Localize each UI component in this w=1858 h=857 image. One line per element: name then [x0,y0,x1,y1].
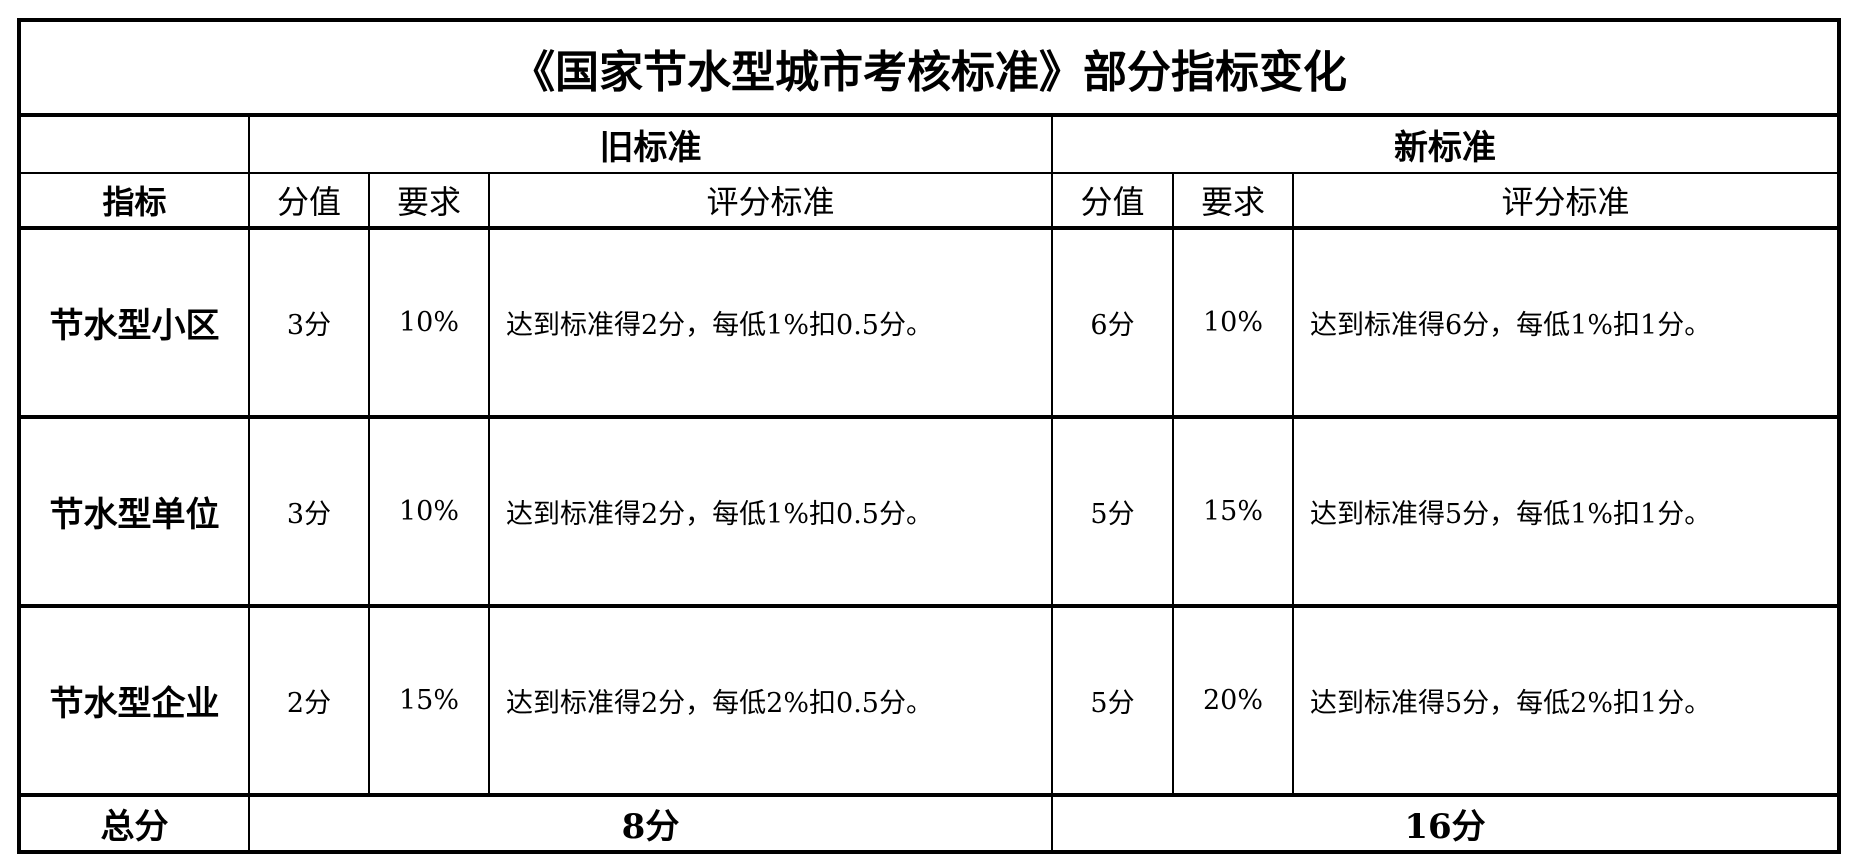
old-criteria: 达到标准得2分，每低1%扣0.5分。 [488,227,1053,419]
old-requirement-header: 要求 [368,172,490,230]
indicator-name: 节水型小区 [18,227,250,419]
old-total: 8分 [248,794,1053,853]
indicator-header: 指标 [18,172,250,230]
new-criteria: 达到标准得6分，每低1%扣1分。 [1292,227,1840,419]
old-requirement: 10% [368,227,490,419]
new-requirement: 10% [1172,227,1294,419]
table-row: 节水型小区 3分 10% 达到标准得2分，每低1%扣0.5分。 6分 10% 达… [18,227,1840,419]
new-criteria: 达到标准得5分，每低1%扣1分。 [1292,416,1840,608]
indicator-name: 节水型单位 [18,416,250,608]
empty-corner-cell [18,114,250,174]
new-criteria-header: 评分标准 [1292,172,1840,230]
table-title: 《国家节水型城市考核标准》部分指标变化 [18,19,1840,117]
old-requirement: 15% [368,605,490,797]
table-row: 节水型企业 2分 15% 达到标准得2分，每低2%扣0.5分。 5分 20% 达… [18,605,1840,797]
old-criteria-header: 评分标准 [488,172,1053,230]
old-criteria: 达到标准得2分，每低1%扣0.5分。 [488,416,1053,608]
indicator-comparison-table: 《国家节水型城市考核标准》部分指标变化 旧标准 新标准 指标 分值 要求 评分标… [17,18,1841,854]
new-requirement: 20% [1172,605,1294,797]
new-score: 5分 [1051,416,1174,608]
new-score-header: 分值 [1051,172,1174,230]
table-row: 节水型单位 3分 10% 达到标准得2分，每低1%扣0.5分。 5分 15% 达… [18,416,1840,608]
old-requirement: 10% [368,416,490,608]
indicator-name: 节水型企业 [18,605,250,797]
new-requirement: 15% [1172,416,1294,608]
new-criteria: 达到标准得5分，每低2%扣1分。 [1292,605,1840,797]
new-score: 6分 [1051,227,1174,419]
new-standard-header: 新标准 [1051,114,1840,174]
old-score: 2分 [248,605,370,797]
total-row: 总分 8分 16分 [18,794,1840,853]
new-requirement-header: 要求 [1172,172,1294,230]
new-total: 16分 [1051,794,1840,853]
old-score-header: 分值 [248,172,370,230]
old-score: 3分 [248,227,370,419]
old-score: 3分 [248,416,370,608]
new-score: 5分 [1051,605,1174,797]
old-standard-header: 旧标准 [248,114,1053,174]
total-label: 总分 [18,794,250,853]
old-criteria: 达到标准得2分，每低2%扣0.5分。 [488,605,1053,797]
